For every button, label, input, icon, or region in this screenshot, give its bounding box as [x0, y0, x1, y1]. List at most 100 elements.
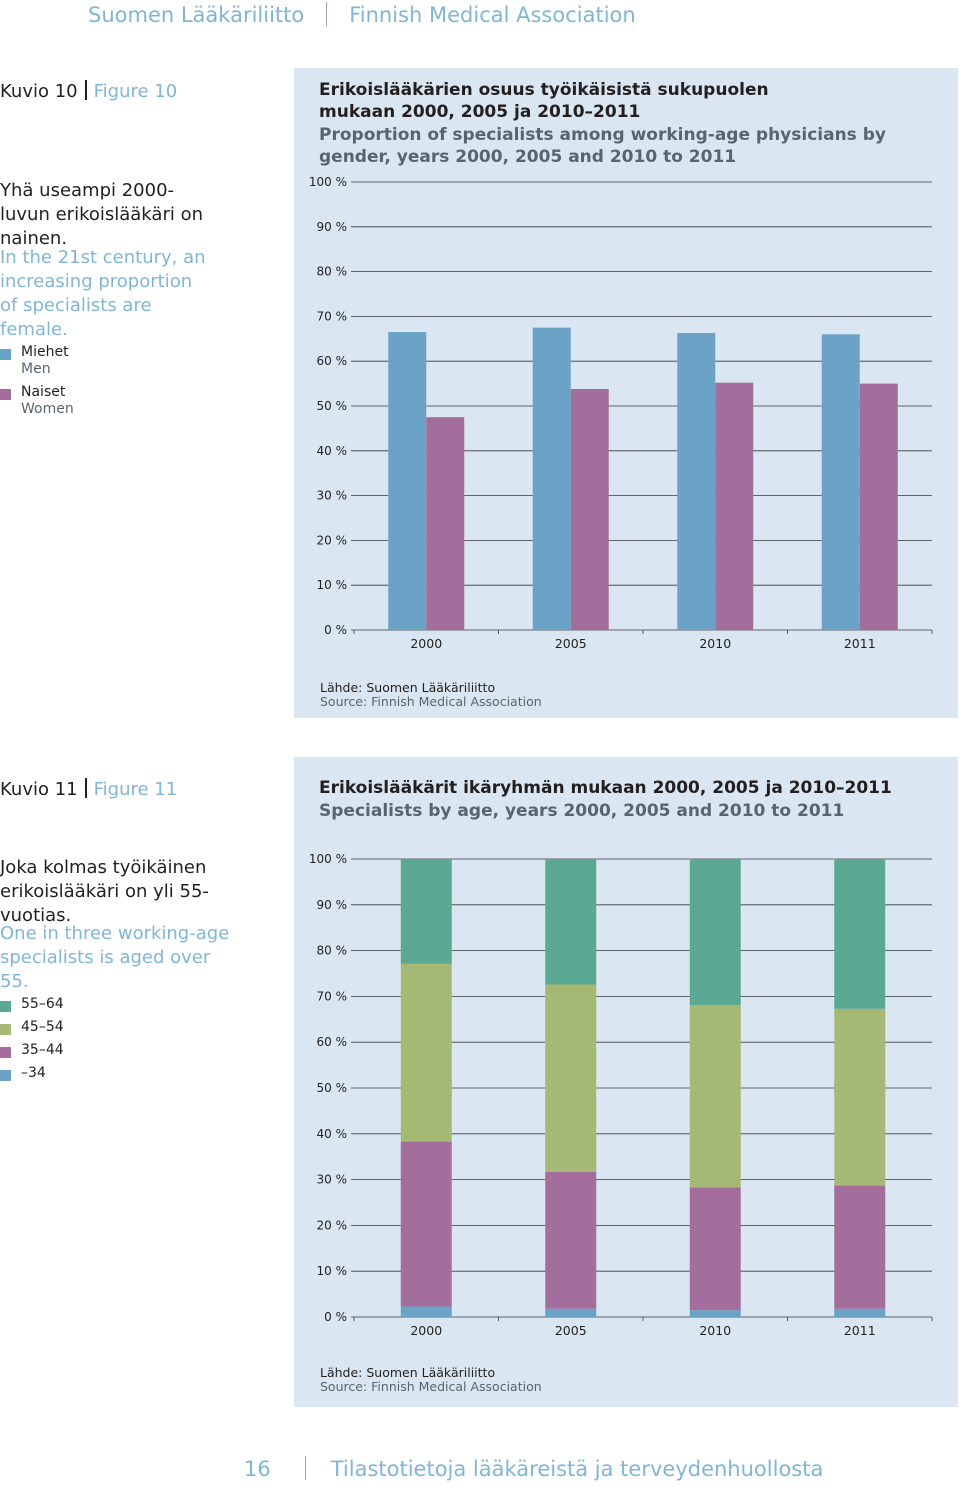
x-tick-label: 2010: [699, 636, 731, 651]
x-tick-label: 2010: [699, 1323, 731, 1338]
x-tick-label: 2000: [410, 636, 442, 651]
bar-segment: [400, 963, 452, 1142]
figure-10-chart: 0 % 10 % 20 % 30 % 40 % 50 % 60 % 70 % 80 % 90 % 1…: [309, 175, 933, 651]
y-tick-label: 100 %: [309, 852, 347, 866]
legend-label-en: Women: [21, 401, 74, 417]
footer-divider: [304, 1456, 306, 1480]
y-tick-label: 0 %: [324, 1310, 347, 1324]
legend-label: 45–54: [21, 1019, 64, 1035]
legend-item-under-34: –34: [0, 1065, 64, 1082]
y-tick-label: 20 %: [317, 533, 348, 547]
bar-segment: [834, 1308, 886, 1317]
legend-label-fi: Naiset: [21, 384, 66, 400]
y-tick-label: 0 %: [324, 623, 347, 637]
source-value-fi: Suomen Lääkäriliitto: [366, 680, 496, 695]
legend-item-55-64: 55–64: [0, 996, 64, 1013]
source-value-fi: Suomen Lääkäriliitto: [366, 1365, 496, 1380]
y-tick-label: 80 %: [317, 265, 348, 279]
figure-11-description-fi: Joka kolmas työikäinen erikoislääkäri on…: [0, 857, 209, 926]
legend-item-men: Miehet Men: [0, 344, 74, 378]
bar-segment: [400, 1141, 452, 1307]
source-label-fi: Lähde:: [320, 1365, 363, 1380]
figure-11-legend: 55–64 45–54 35–44 –34: [0, 996, 64, 1082]
legend-label: 55–64: [21, 996, 64, 1012]
header-divider: [326, 2, 328, 26]
bar-segment: [400, 859, 452, 964]
x-tick-label: 2011: [844, 1323, 876, 1338]
figure-10-description-fi: Yhä useampi 2000-luvun erikoislääkäri on…: [0, 180, 203, 249]
figure-11-source: Lähde: Suomen Lääkäriliitto Source: Finn…: [320, 1366, 542, 1394]
source-value-en: Finnish Medical Association: [371, 694, 542, 709]
legend-swatch-women: [0, 389, 11, 400]
bar: [388, 332, 427, 630]
bar: [570, 388, 609, 630]
figure-11-title-en: Specialists by age, years 2000, 2005 and…: [319, 801, 845, 821]
figure-11-chart: 0 % 10 % 20 % 30 % 40 % 50 % 60 % 70 % 80 % 90 % 1…: [309, 852, 933, 1338]
figure-11-label-divider: [84, 778, 87, 798]
figure-10-source: Lähde: Suomen Lääkäriliitto Source: Finn…: [320, 681, 542, 709]
bar-segment: [400, 1306, 452, 1317]
source-label-en: Source:: [320, 1379, 368, 1394]
y-tick-label: 10 %: [317, 1264, 348, 1278]
legend-label-en: Men: [21, 361, 51, 377]
bar-segment: [545, 984, 597, 1172]
bar-segment: [834, 859, 886, 1009]
legend-swatch-35-44: [0, 1047, 11, 1058]
page-number: 16: [244, 1457, 271, 1481]
x-tick-label: 2011: [844, 636, 876, 651]
figure-10-label-en: Figure 10: [93, 81, 178, 102]
bar-segment: [689, 859, 741, 1006]
figure-11-label-fi: Kuvio 11: [0, 779, 78, 800]
bar-segment: [689, 1005, 741, 1188]
bar: [859, 383, 898, 630]
y-tick-label: 40 %: [317, 444, 348, 458]
legend-swatch-45-54: [0, 1024, 11, 1035]
figure-10-description-en: In the 21st century, an increasing propo…: [0, 247, 206, 340]
figure-11-title-fi: Erikoislääkärit ikäryhmän mukaan 2000, 2…: [319, 778, 892, 798]
figure-10-title-en: Proportion of specialists among working-…: [319, 125, 886, 167]
source-label-fi: Lähde:: [320, 680, 363, 695]
legend-label: –34: [21, 1065, 46, 1081]
bar: [677, 332, 716, 630]
figure-10-label-divider: [84, 80, 87, 100]
bar: [532, 327, 571, 630]
legend-label: 35–44: [21, 1042, 64, 1058]
bar: [426, 417, 465, 630]
legend-swatch-under-34: [0, 1070, 11, 1081]
bar-segment: [834, 1008, 886, 1186]
figure-11-label: Kuvio 11 Figure 11: [0, 778, 177, 800]
y-tick-label: 70 %: [317, 989, 348, 1003]
x-tick-label: 2005: [555, 636, 587, 651]
x-tick-label: 2000: [410, 1323, 442, 1338]
legend-label-fi: Miehet: [21, 344, 69, 360]
y-tick-label: 90 %: [317, 898, 348, 912]
source-value-en: Finnish Medical Association: [371, 1379, 542, 1394]
y-tick-label: 80 %: [317, 944, 348, 958]
y-tick-label: 10 %: [317, 578, 348, 592]
figure-10-legend: Miehet Men Naiset Women: [0, 344, 74, 418]
y-tick-label: 50 %: [317, 1081, 348, 1095]
bar-segment: [545, 1171, 597, 1309]
legend-item-women: Naiset Women: [0, 384, 74, 418]
legend-swatch-men: [0, 349, 11, 360]
header-org-fi: Suomen Lääkäriliitto: [88, 3, 305, 27]
bar-segment: [545, 859, 597, 985]
legend-item-45-54: 45–54: [0, 1019, 64, 1036]
figure-10-label: Kuvio 10 Figure 10: [0, 80, 177, 102]
figure-10-label-fi: Kuvio 10: [0, 81, 78, 102]
bar-segment: [689, 1310, 741, 1317]
publication-title: Tilastotietoja lääkäreistä ja terveydenh…: [330, 1457, 824, 1481]
y-tick-label: 90 %: [317, 220, 348, 234]
y-tick-label: 40 %: [317, 1127, 348, 1141]
legend-swatch-55-64: [0, 1001, 11, 1012]
bar: [715, 382, 754, 630]
figure-11-label-en: Figure 11: [93, 779, 178, 800]
y-tick-label: 50 %: [317, 399, 348, 413]
y-tick-label: 30 %: [317, 489, 348, 503]
y-tick-label: 20 %: [317, 1218, 348, 1232]
bar-segment: [689, 1187, 741, 1311]
bar-segment: [834, 1185, 886, 1309]
legend-item-35-44: 35–44: [0, 1042, 64, 1059]
figure-11-description-en: One in three working-age specialists is …: [0, 923, 230, 992]
y-tick-label: 70 %: [317, 309, 348, 323]
